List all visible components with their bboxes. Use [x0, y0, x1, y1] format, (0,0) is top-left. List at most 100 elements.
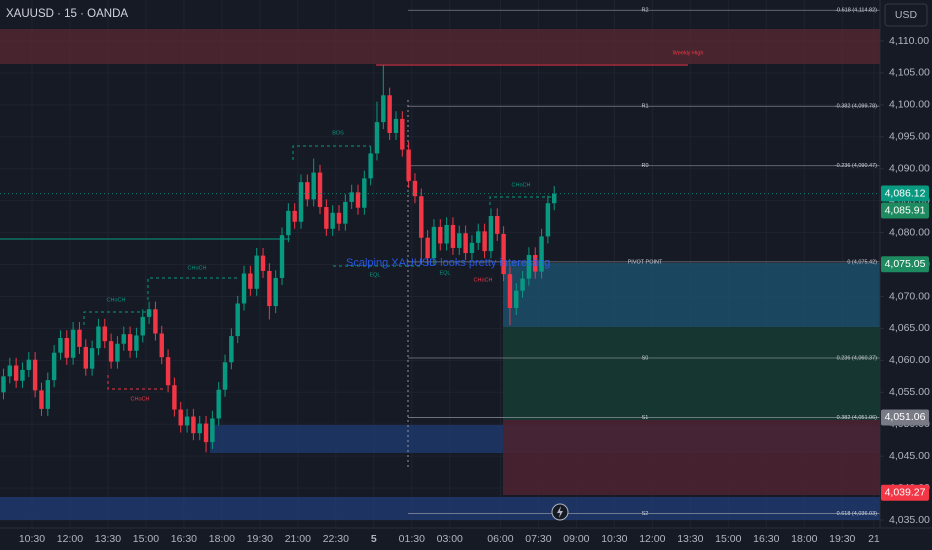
x-tick-label: 01:30 [399, 533, 425, 545]
candle-body [273, 277, 278, 307]
candle-body [526, 254, 532, 279]
annotation: Weekly High [673, 50, 704, 56]
x-tick-label: 06:00 [487, 533, 513, 545]
candle-body [45, 380, 51, 409]
candle-body [108, 341, 114, 362]
x-tick-label: 15:00 [133, 533, 159, 545]
candle-body [70, 329, 76, 358]
choch-line [107, 375, 165, 390]
candle-body [64, 337, 70, 358]
candle-body [254, 255, 259, 289]
annotation: CHoCH [107, 297, 126, 303]
candle-body [153, 309, 158, 334]
candle-body [241, 273, 247, 304]
time-axis [0, 528, 932, 550]
candle-body [533, 254, 538, 272]
price-tag-label: 4,086.12 [885, 187, 926, 199]
pivot-name: S1 [642, 415, 649, 421]
candle-body [32, 359, 38, 391]
candle-body [412, 180, 418, 197]
candle-body [431, 226, 437, 259]
pivot-name: PIVOT POINT [628, 259, 663, 265]
stop-zone [503, 420, 880, 495]
candle-body [419, 196, 424, 238]
candle-body [77, 329, 82, 347]
x-tick-label: 5 [371, 533, 377, 545]
x-tick-label: 22:30 [323, 533, 349, 545]
price-tag [881, 484, 929, 501]
candle-body [222, 362, 228, 390]
x-tick-label: 13:30 [677, 533, 703, 545]
currency-button[interactable] [884, 3, 928, 27]
candle-body [514, 290, 519, 308]
candle-body [406, 149, 411, 181]
candle-body [311, 172, 316, 200]
candle-body [305, 182, 310, 200]
candle-body [127, 334, 133, 351]
candle-body [381, 95, 386, 123]
candle-body [115, 343, 120, 362]
pivot-name: S2 [642, 511, 649, 517]
candle-body [286, 210, 291, 236]
symbol-title: XAUUSD · 15 · OANDA [6, 8, 128, 20]
candle-body [501, 233, 506, 275]
candle-body [191, 416, 196, 434]
y-tick-label: 4,110.00 [889, 35, 929, 47]
candle-body [457, 233, 462, 248]
candle-body [197, 423, 202, 434]
choch-line [489, 196, 555, 205]
candle-body [520, 278, 525, 291]
price-tag-label: 4,085.91 [885, 204, 926, 216]
pivot-name: R0 [641, 163, 648, 169]
candle-body [248, 273, 253, 289]
pivot-label: -0.382 (4,099.78) [835, 104, 877, 110]
y-tick-label: 4,105.00 [889, 67, 930, 79]
price-tag [881, 409, 929, 426]
pivot-label: 0.236 (4,060.37) [837, 355, 878, 361]
candle-body [279, 235, 285, 278]
candle-body [507, 274, 513, 308]
candle-body [425, 237, 430, 259]
x-tick-label: 12:00 [639, 533, 665, 545]
candle-body [355, 192, 361, 208]
candle-body [89, 348, 95, 369]
candle-body [330, 212, 335, 229]
candle-body [159, 333, 164, 358]
candle-body [298, 182, 304, 222]
candle-body [140, 316, 145, 336]
candle-body [178, 409, 183, 426]
pivot-name: R1 [641, 104, 648, 110]
candle-body [343, 201, 348, 224]
watermark: Scalping XAUUSD looks pretty interesting [346, 257, 550, 269]
pivot-label: -0.618 (4,114.82) [835, 8, 877, 14]
currency: USD [895, 9, 918, 21]
y-tick-label: 4,090.00 [889, 163, 930, 175]
candle-body [552, 193, 557, 204]
candle-body [260, 255, 266, 271]
pivot-levels: R2 -0.618 (4,114.82) R1 -0.382 (4,099.78) R0… [408, 8, 880, 517]
candle-body [349, 192, 354, 202]
candle-body [444, 224, 449, 244]
candle-body [96, 326, 101, 349]
x-tick-label: 15:00 [715, 533, 741, 545]
x-tick-label: 10:30 [19, 533, 45, 545]
candle-body [267, 270, 272, 307]
candle-body [216, 389, 221, 419]
candle-body [438, 226, 443, 244]
x-axis: 10:30 12:00 13:30 15:00 16:30 18:00 19:30 21:00… [19, 533, 880, 545]
candle-body [58, 337, 63, 353]
x-tick-label: 10:30 [601, 533, 627, 545]
x-tick-label: 07:30 [525, 533, 551, 545]
annotation: CHoCH [474, 277, 493, 283]
candle-body [121, 334, 126, 344]
candle-body [7, 365, 13, 377]
price-tag [881, 185, 929, 202]
candle-body [317, 172, 323, 208]
candle-body [184, 416, 190, 426]
y-tick-label: 4,045.00 [889, 450, 930, 462]
bos-line [292, 145, 370, 160]
candle-body [83, 346, 88, 369]
pivot-label: 0.382 (4,051.06) [837, 415, 878, 421]
pivot-label: -0.236 (4,090.47) [835, 163, 877, 169]
candle-body [39, 390, 44, 409]
